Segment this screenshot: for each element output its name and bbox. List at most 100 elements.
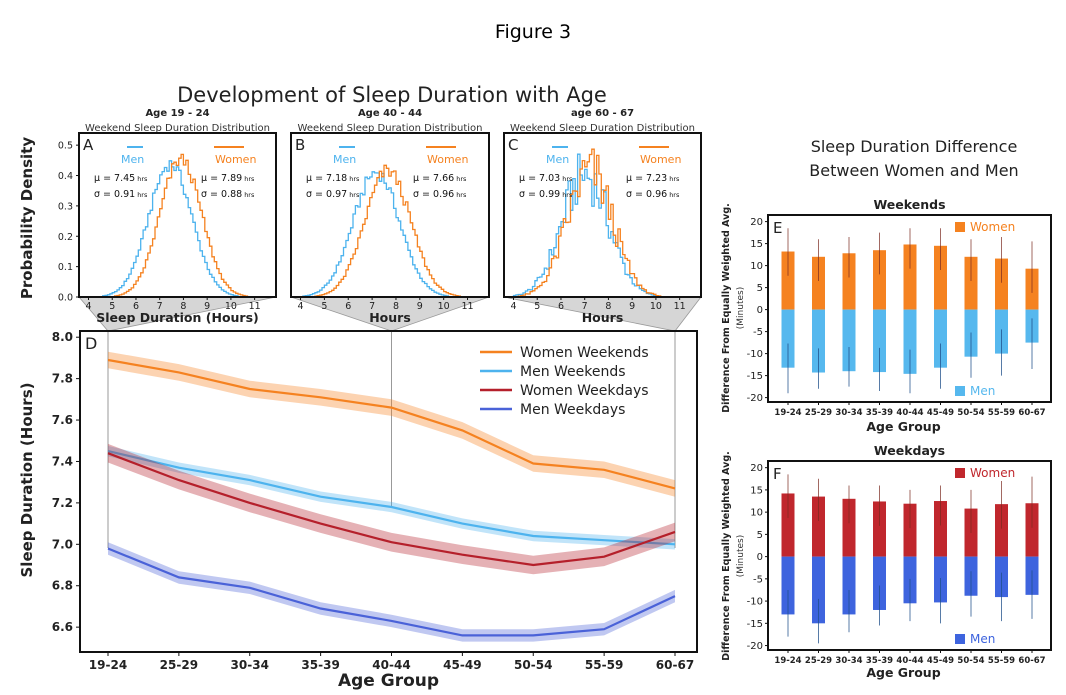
x-tick-label: 55-59 xyxy=(988,408,1015,418)
panel-letter: F xyxy=(773,465,782,483)
legend-label: Men Weekdays xyxy=(520,402,625,418)
women-bar xyxy=(812,256,825,310)
x-tick-label: 10 xyxy=(650,301,662,312)
men-mean-text: μ = 7.03 hrs xyxy=(519,173,573,184)
y-tick-label: 7.6 xyxy=(52,413,73,427)
x-tick-label: 30-34 xyxy=(835,656,862,666)
x-tick-label: 25-29 xyxy=(805,656,832,666)
women-bar xyxy=(812,496,825,557)
y-tick-label: -10 xyxy=(747,597,763,608)
men-mean-text: μ = 7.45 hrs xyxy=(94,173,148,184)
y-tick-label: 5 xyxy=(757,283,763,294)
women-bar xyxy=(964,256,978,310)
x-tick-label: 55-59 xyxy=(585,658,623,672)
panel-letter: B xyxy=(295,136,305,154)
unit-text: hrs xyxy=(137,191,148,199)
y-tick-label: 0 xyxy=(757,305,763,316)
x-tick-label: 9 xyxy=(204,301,210,312)
men-sd-text: σ = 0.91 hrs xyxy=(94,189,148,200)
series-line xyxy=(107,452,676,567)
x-tick-label: 10 xyxy=(225,301,237,312)
men-mean-text: μ = 7.18 hrs xyxy=(306,173,360,184)
men-bar xyxy=(812,309,825,373)
hist-age-label: Age 19 - 24 xyxy=(145,108,209,119)
hist-frame xyxy=(290,132,490,298)
women-bar xyxy=(934,501,947,557)
y-tick-label: 10 xyxy=(750,261,763,272)
unit-text: hrs xyxy=(244,191,255,199)
panel-letter: E xyxy=(773,219,782,237)
hist-men-step xyxy=(88,160,272,298)
legend-men-swatch xyxy=(955,634,965,644)
x-tick-label: 50-54 xyxy=(957,408,984,418)
panel-letter: C xyxy=(508,136,518,154)
men-bar xyxy=(873,556,886,610)
bar-panel-e: Weekends E Women Men -20 -15 -10 -5 0 5 10 15 20 19-2… xyxy=(721,197,1052,434)
x-tick-label: 60-67 xyxy=(1018,408,1045,418)
women-sd-text: σ = 0.96 hrs xyxy=(626,189,680,200)
x-tick-label: 7 xyxy=(582,301,588,312)
x-tick-label: 11 xyxy=(249,301,261,312)
x-tick-label: 6 xyxy=(558,301,564,312)
line-y-axis-label: Sleep Duration (Hours) xyxy=(18,383,36,578)
y-tick-label: 7.0 xyxy=(52,537,73,551)
panel-letter: D xyxy=(85,334,97,353)
series-line xyxy=(107,450,676,546)
y-tick-label: -15 xyxy=(747,619,763,630)
right-title-line-2: Between Women and Men xyxy=(809,161,1018,180)
women-mean-text: μ = 7.23 hrs xyxy=(626,173,680,184)
right-title-line-1: Sleep Duration Difference xyxy=(811,137,1018,156)
line-x-label: Age Group xyxy=(338,671,439,691)
y-tick-label: 7.8 xyxy=(52,372,73,386)
hist-subtitle: Weekend Sleep Duration Distribution xyxy=(85,123,270,134)
unit-text: hrs xyxy=(349,175,360,183)
series-men-weekdays xyxy=(107,542,676,642)
x-tick-label: 45-49 xyxy=(927,656,954,666)
line-legend: Women Weekends Men Weekends Women Weekdays… xyxy=(480,345,649,418)
legend-men-label: Men xyxy=(333,153,356,166)
legend-women-label: Women xyxy=(640,153,681,166)
y-tick-label: 0 xyxy=(757,552,763,563)
hist-x-label: Sleep Duration (Hours) xyxy=(96,310,259,325)
women-sd-text: σ = 0.96 hrs xyxy=(413,189,467,200)
x-tick-label: 40-44 xyxy=(372,658,410,672)
main-title: Development of Sleep Duration with Age xyxy=(177,83,607,107)
series-women-weekdays xyxy=(107,443,676,575)
x-tick-label: 30-34 xyxy=(231,658,269,672)
x-tick-label: 9 xyxy=(417,301,423,312)
x-tick-label: 8 xyxy=(393,301,399,312)
legend-men-label: Men xyxy=(970,632,995,646)
confidence-band xyxy=(108,443,675,575)
y-tick-label: 15 xyxy=(750,485,763,496)
hist-age-label: age 60 - 67 xyxy=(571,108,634,119)
hist-age-label: Age 40 - 44 xyxy=(358,108,422,119)
legend-women-label: Women xyxy=(970,466,1015,480)
hist-subtitle: Weekend Sleep Duration Distribution xyxy=(510,123,695,134)
x-tick-label: 60-67 xyxy=(656,658,694,672)
y-tick-label: 0.0 xyxy=(58,293,73,304)
x-tick-label: 7 xyxy=(369,301,375,312)
x-tick-label: 5 xyxy=(321,301,327,312)
bar-panels: Weekends E Women Men -20 -15 -10 -5 0 5 10 15 20 19-2… xyxy=(721,197,1052,680)
men-bar xyxy=(781,309,795,368)
men-bar xyxy=(842,309,856,372)
men-sd-text: σ = 0.99 hrs xyxy=(519,189,573,200)
x-tick-label: 8 xyxy=(605,301,611,312)
y-tick-label: 7.4 xyxy=(52,454,73,468)
hist-frame xyxy=(503,132,702,298)
zoom-connectors xyxy=(78,296,702,548)
legend-label: Women Weekdays xyxy=(520,383,649,399)
y-tick-label: -15 xyxy=(747,371,763,382)
men-bar xyxy=(934,309,947,368)
hist-women-step xyxy=(300,164,485,298)
confidence-band xyxy=(108,445,675,550)
legend-men-swatch xyxy=(955,386,965,396)
women-bar xyxy=(873,250,886,310)
bar-panel-f: Weekdays F Women Men -20 -15 -10 -5 0 5 10 15 20 19-2… xyxy=(721,443,1052,680)
y-tick-label: 0.3 xyxy=(58,201,73,212)
hist-x-label: Hours xyxy=(582,310,624,325)
hist-panel-c: age 60 - 67 Weekend Sleep Duration Distri… xyxy=(503,108,702,325)
x-tick-label: 19-24 xyxy=(774,408,801,418)
women-bar xyxy=(903,503,917,557)
